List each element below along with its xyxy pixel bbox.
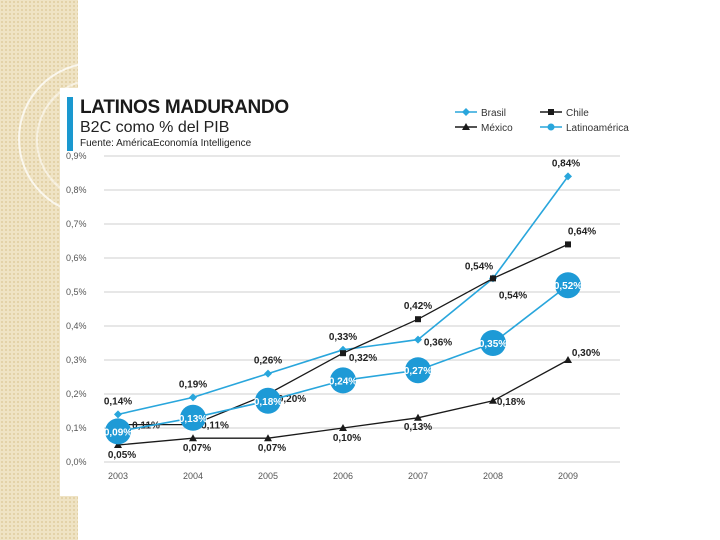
data-label: 0,54% [499,290,527,301]
x-tick-label: 2005 [258,471,278,481]
data-label: 0,18% [254,397,282,408]
data-label: 0,11% [201,421,229,432]
data-point [264,369,272,378]
y-tick-label: 0,7% [66,219,87,229]
data-bubble [480,330,506,356]
legend-label: Latinoamérica [566,123,629,134]
data-point [462,123,470,130]
line-chart: 0,0% 0,1% 0,2% 0,3% 0,4% 0,5% 0,6% 0,7% 0,8% 0,9%… [66,108,629,481]
data-bubble [255,387,281,414]
data-label: 0,36% [424,338,452,349]
y-tick-label: 0,9% [66,151,87,161]
data-point [565,241,571,248]
data-point [189,393,197,402]
y-tick-label: 0,2% [66,389,87,399]
data-label: 0,84% [552,158,580,169]
chart-source: Fuente: AméricaEconomía Intelligence [80,138,252,149]
x-tick-label: 2009 [558,471,578,481]
x-tick-label: 2007 [408,471,428,481]
data-bubble [180,404,206,431]
data-label: 0,10% [333,433,361,444]
data-point [462,108,470,116]
data-point [564,356,572,363]
data-label: 0,27% [404,366,432,377]
data-point [564,172,572,181]
y-tick-label: 0,4% [66,321,87,331]
data-label: 0,26% [254,356,282,367]
chart-title: LATINOS MADURANDO [80,97,289,118]
legend-label: México [481,123,513,134]
x-tick-label: 2008 [483,471,503,481]
legend-label: Chile [566,108,589,119]
x-tick-label: 2006 [333,471,353,481]
data-label: 0,42% [404,301,432,312]
x-tick-label: 2004 [183,471,203,481]
data-label: 0,24% [329,376,357,387]
data-label: 0,07% [258,443,286,454]
data-label: 0,35% [479,339,507,350]
x-tick-label: 2003 [108,471,128,481]
data-bubble [555,272,581,299]
y-tick-label: 0,8% [66,185,87,195]
data-point [339,424,347,431]
data-point [547,123,555,131]
data-point [114,441,122,448]
data-label: 0,13% [179,414,207,425]
title-accent-bar [67,97,73,151]
data-point [414,335,422,344]
data-point [114,410,122,419]
data-label: 0,20% [278,394,306,405]
data-label: 0,30% [572,348,600,359]
data-label: 0,09% [104,427,132,438]
y-tick-label: 0,6% [66,253,87,263]
data-point [264,434,272,442]
data-bubble [105,418,131,445]
data-label: 0,07% [183,443,211,454]
data-label: 0,64% [568,226,596,237]
data-label: 0,52% [554,281,582,292]
data-point [548,109,554,115]
legend-label: Brasil [481,108,506,119]
data-label: 0,19% [179,379,207,390]
y-tick-label: 0,3% [66,355,87,365]
y-tick-label: 0,5% [66,287,87,297]
data-label: 0,54% [465,261,493,272]
data-label: 0,18% [497,397,525,408]
y-tick-label: 0,1% [66,423,87,433]
data-point [415,316,421,323]
data-point [340,350,346,357]
data-point [490,275,496,282]
data-label: 0,05% [108,450,136,461]
y-tick-label: 0,0% [66,457,87,467]
data-label: 0,14% [104,396,132,407]
chart-subtitle: B2C como % del PIB [80,119,230,136]
data-label: 0,13% [404,422,432,433]
data-bubble [330,367,356,394]
data-label: 0,32% [349,353,377,364]
data-point [414,413,422,421]
data-point [489,396,497,404]
data-point [189,434,197,442]
data-label: 0,33% [329,332,357,343]
data-bubble [405,357,431,384]
